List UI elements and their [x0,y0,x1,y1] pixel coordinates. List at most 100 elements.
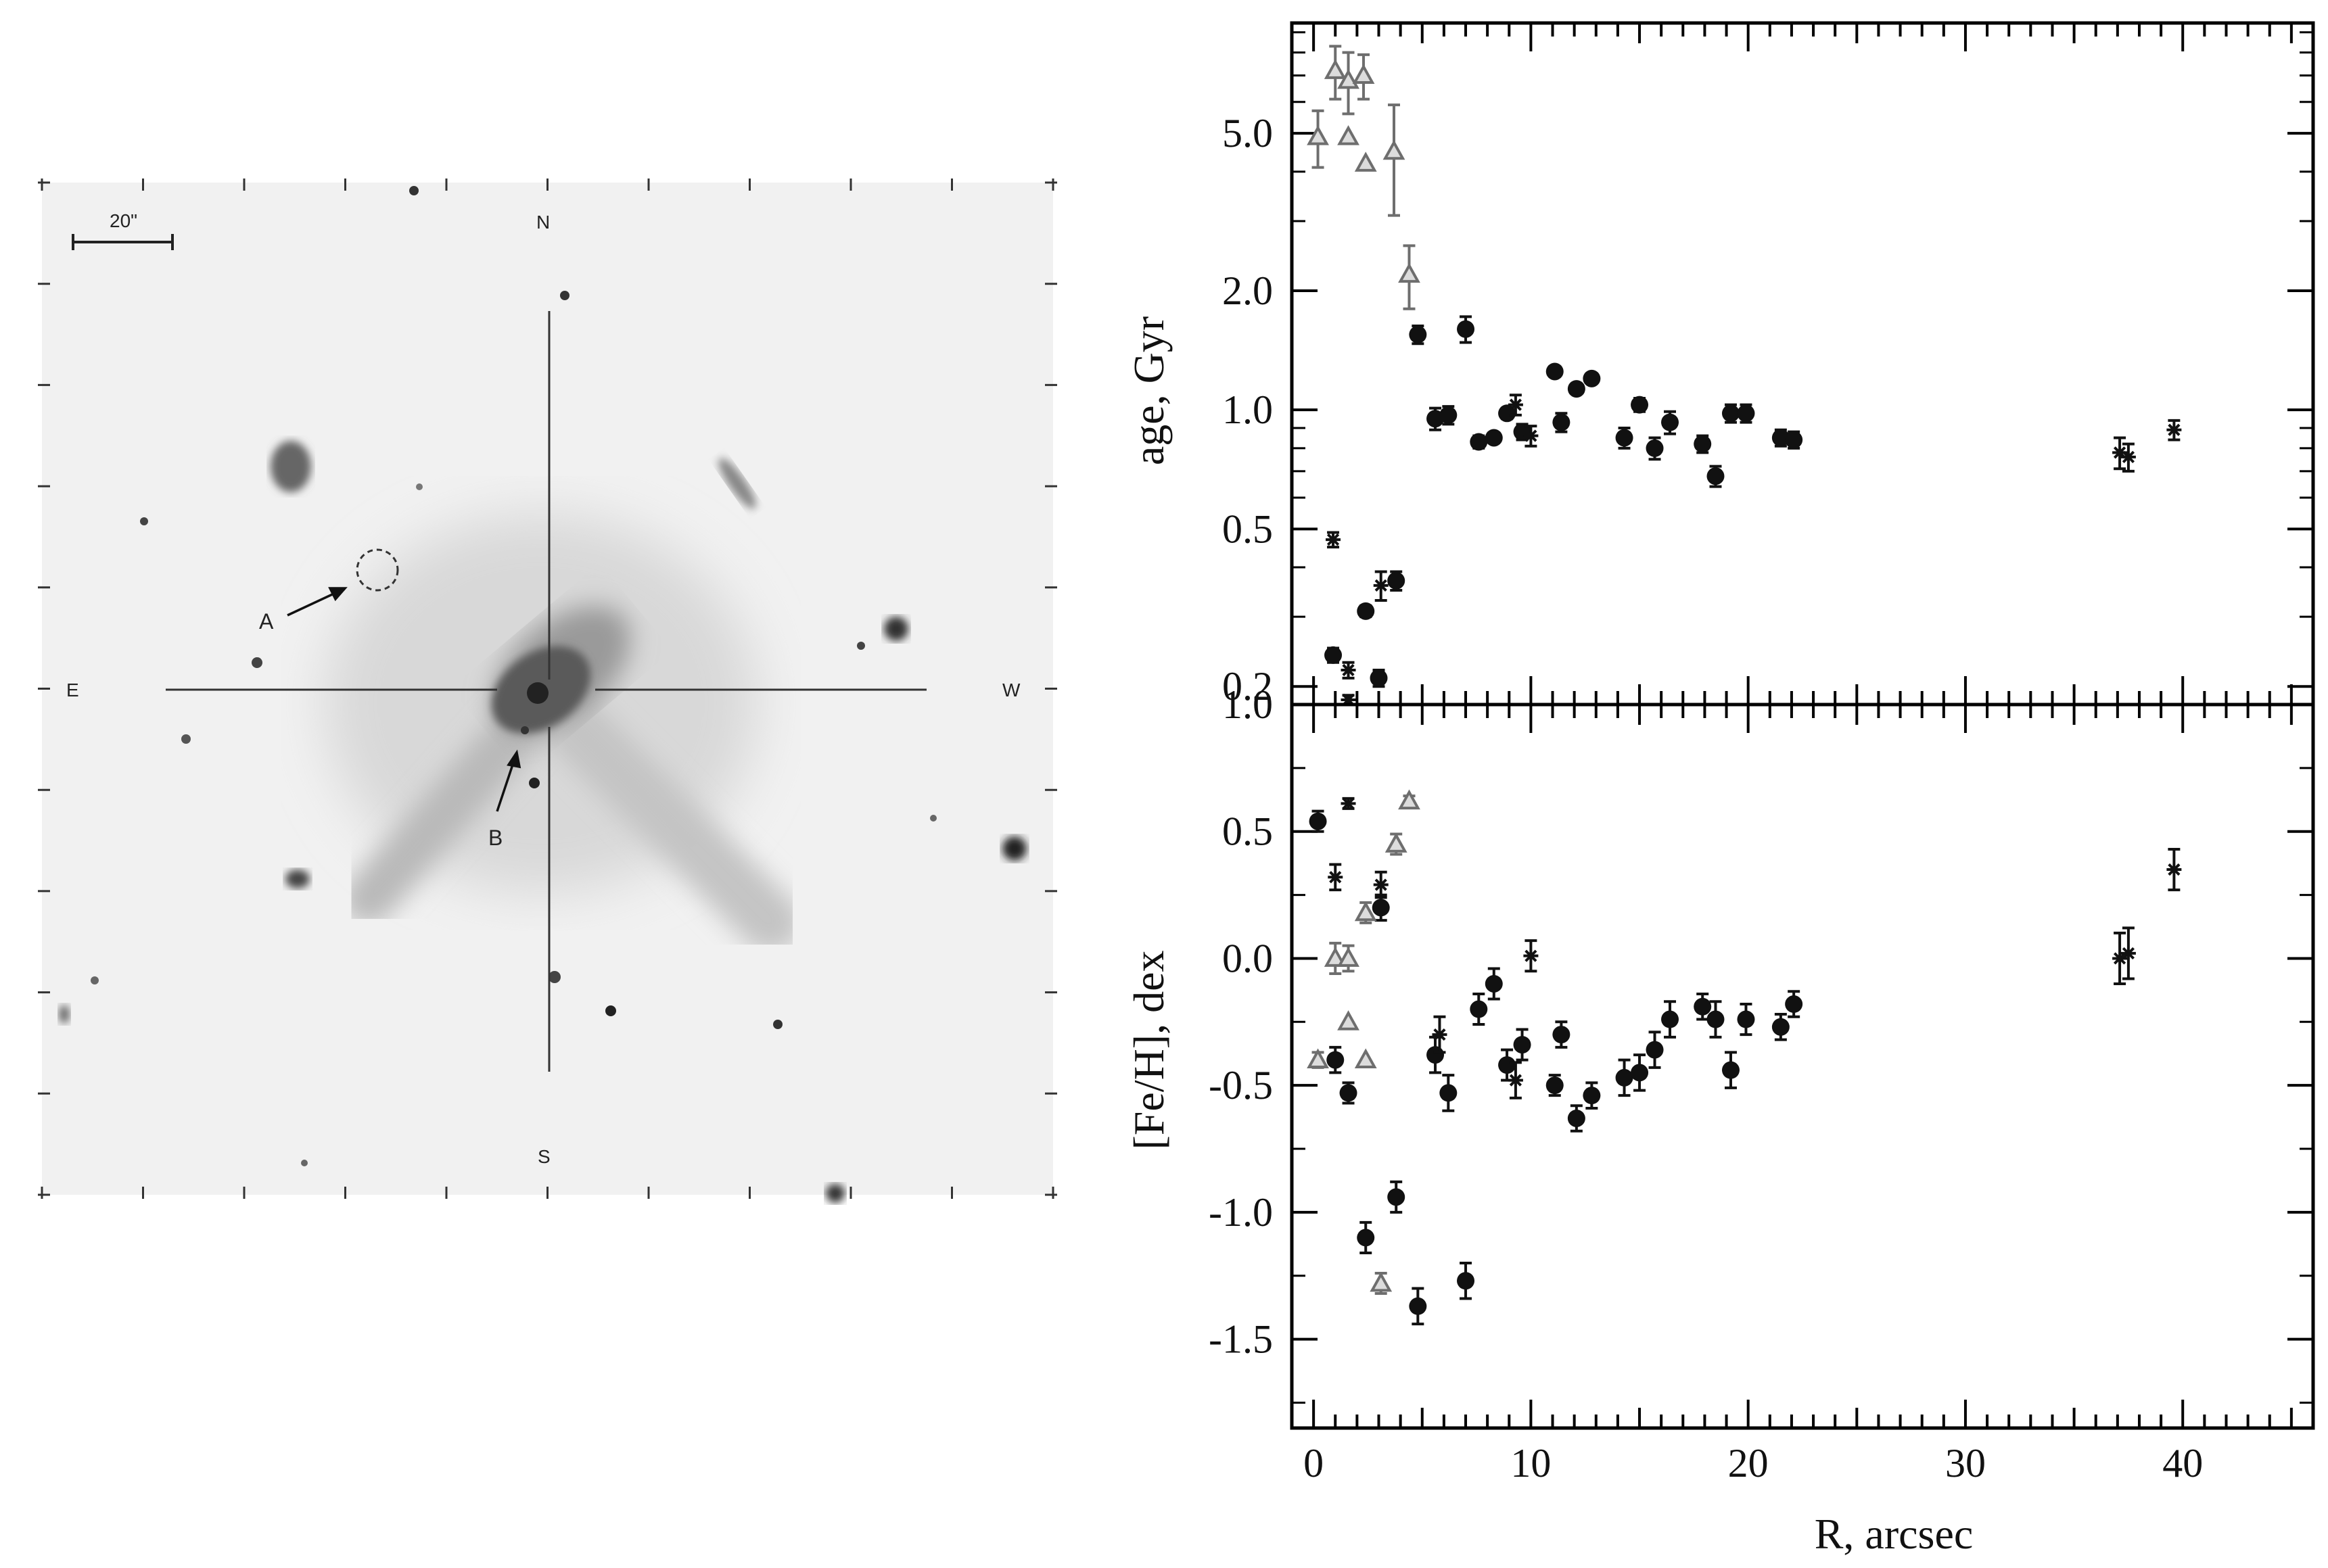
data-point-asterisk [1373,579,1389,592]
data-point-circle [1339,1084,1357,1102]
compass-east: E [66,680,79,700]
data-point-circle [1470,1000,1488,1018]
metallicity-chart-ytick-label: 1.0 [1222,682,1273,727]
sky-image-panel: 20" N S E W A B [38,179,1057,1203]
scale-bar [72,234,174,250]
age-chart-ytick-label: 0.5 [1222,506,1273,551]
age-chart: 0.2 0.5 1.0 2.0 5.0 [1222,21,2315,709]
data-point-circle [1721,404,1740,423]
data-point-circle [1694,997,1712,1016]
data-point-circle [1661,413,1679,431]
data-point-circle [1426,1046,1445,1064]
arrow-b [496,749,521,812]
data-point-asterisk [1341,797,1356,810]
data-point-circle [1457,320,1475,338]
data-point-triangle [1354,151,1377,172]
compass-north: N [536,212,550,233]
data-point-circle [1706,467,1725,485]
metallicity-chart-ylabel: [Fe/H], dex [1125,950,1173,1149]
data-point-circle [1646,1041,1664,1059]
data-point-triangle [1384,832,1407,853]
age-chart-ytick-label: 2.0 [1222,268,1273,313]
metallicity-chart-xlabel: R, arcsec [1815,1510,1974,1558]
data-point-circle [1326,1051,1345,1069]
data-point-circle [1771,1018,1790,1036]
data-point-circle [1615,429,1633,447]
data-point-asterisk [1373,878,1389,891]
image-frame-ticks [38,179,1057,1199]
data-point-circle [1485,974,1503,993]
marker-label-b: B [488,826,503,850]
data-point-circle [1372,899,1390,917]
data-point-circle [1785,431,1803,449]
data-point-triangle [1370,1271,1393,1292]
data-point-circle [1357,1229,1375,1247]
metallicity-chart-ytick-label: -1.0 [1209,1190,1273,1235]
age-chart-frame [1290,21,2315,707]
metallicity-chart-ytick-label: -1.5 [1209,1317,1273,1362]
metallicity-chart-xtick-label: 40 [2162,1441,2203,1486]
age-chart-ytick-label: 0.2 [1222,664,1273,709]
data-point-circle [1498,1056,1516,1074]
data-point-circle [1370,669,1388,687]
metallicity-chart-xtick-label: 10 [1510,1441,1551,1486]
data-point-triangle [1382,139,1405,160]
data-point-asterisk [2166,863,2182,876]
metallicity-chart: 1.0 0.5 0.0 -0.5 -1.0 -1.5 0 10 20 30 40 [1209,682,2315,1486]
data-point-circle [1485,429,1503,447]
data-point-circle [1324,646,1343,664]
data-point-asterisk [2166,423,2182,436]
data-point-triangle [1307,1048,1329,1069]
age-chart-ytick-label: 5.0 [1222,111,1273,156]
data-point-circle [1545,1076,1564,1095]
data-point-triangle [1352,64,1375,85]
data-point-circle [1646,439,1664,457]
data-point-circle [1737,1010,1755,1028]
data-point-circle [1513,1036,1531,1054]
data-point-circle [1387,571,1405,590]
data-point-circle [1567,1109,1585,1127]
data-point-circle [1439,1084,1458,1102]
galaxy-core [492,606,631,734]
data-point-asterisk [1523,429,1539,442]
data-point-asterisk [1508,398,1523,411]
metallicity-chart-xtick-label: 20 [1728,1441,1769,1486]
data-point-circle [1631,1064,1649,1082]
data-point-circle [1545,362,1564,381]
data-point-asterisk [1328,871,1343,884]
crosshair [166,311,927,1072]
data-point-circle [1439,406,1458,424]
data-point-triangle [1337,1010,1359,1030]
data-point-circle [1631,396,1649,414]
data-point-circle [1706,1010,1725,1028]
data-point-triangle [1324,947,1347,967]
data-point-circle [1387,1188,1405,1206]
arrow-a [287,587,348,617]
scale-bar-label: 20" [110,210,137,231]
data-point-circle [1357,602,1375,620]
data-point-asterisk [1326,533,1341,546]
data-point-circle [1785,995,1803,1014]
data-point-circle [1615,1068,1633,1087]
metallicity-chart-ytick-label: 0.0 [1222,936,1273,980]
aperture-circle-a [356,548,399,592]
data-point-circle [1552,1026,1570,1044]
data-point-asterisk [1432,1028,1447,1041]
data-point-circle [1309,812,1327,830]
compass-west: W [1002,680,1021,700]
data-point-circle [1409,325,1427,343]
data-point-circle [1567,380,1585,398]
data-point-circle [1409,1297,1427,1315]
tidal-tail-left [343,678,567,925]
marker-label-a: A [259,609,274,634]
data-point-circle [1721,1061,1740,1079]
data-point-triangle [1324,59,1347,79]
data-point-circle [1470,433,1488,451]
data-point-circle [1737,404,1755,423]
metallicity-chart-xtick-label: 0 [1303,1441,1324,1486]
data-point-triangle [1337,125,1359,145]
data-point-asterisk [2120,947,2136,960]
data-point-triangle [1354,1048,1377,1069]
data-point-circle [1661,1010,1679,1028]
